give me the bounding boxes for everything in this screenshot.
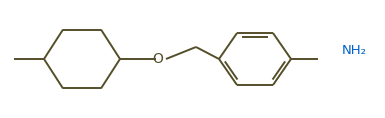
Text: O: O — [152, 52, 164, 66]
Text: NH₂: NH₂ — [342, 44, 367, 57]
